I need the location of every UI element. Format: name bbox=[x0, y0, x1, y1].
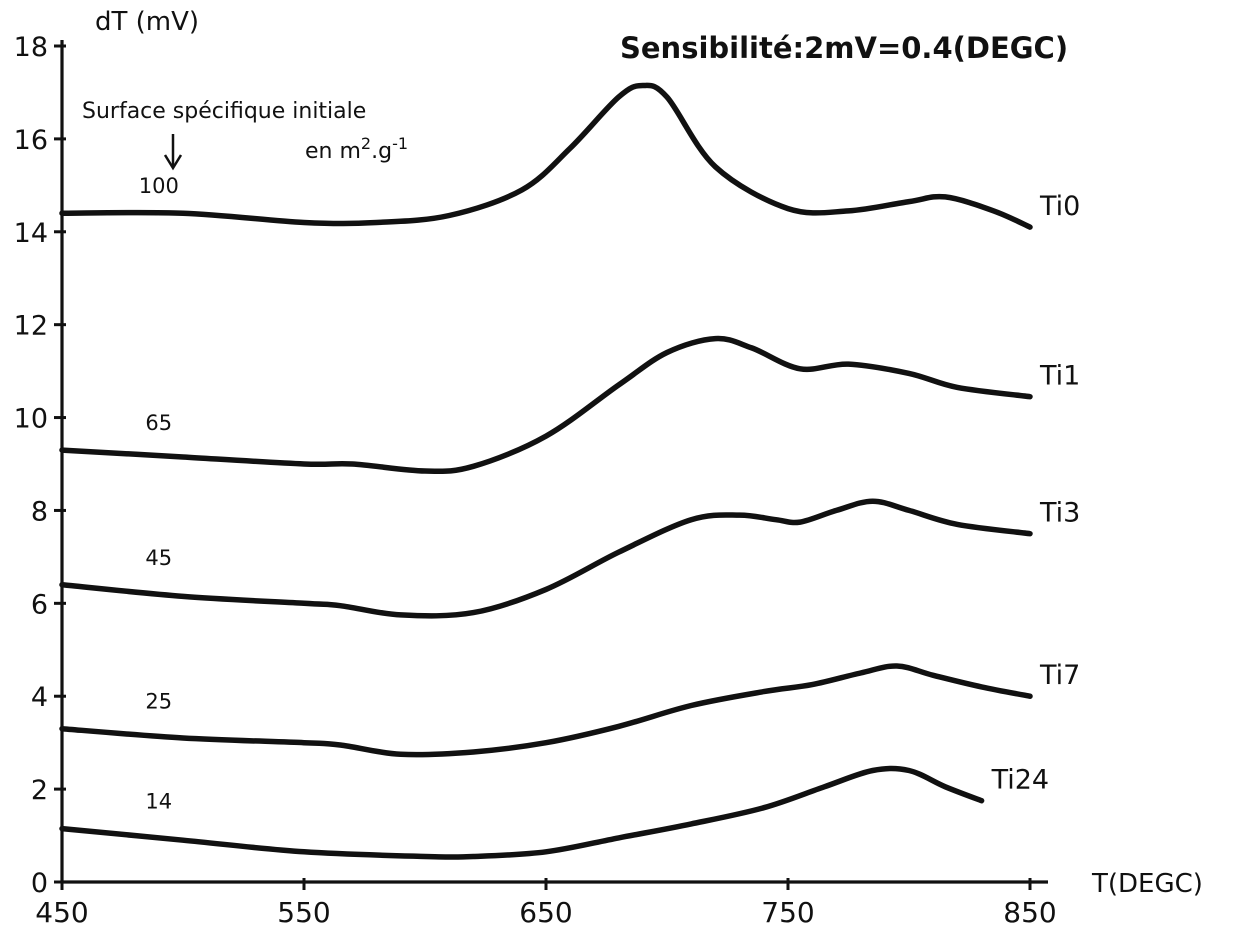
series-line-ti0 bbox=[59, 82, 1033, 230]
x-tick-label: 750 bbox=[761, 896, 814, 929]
y-tick-label: 8 bbox=[31, 496, 48, 527]
y-tick-label: 12 bbox=[14, 311, 48, 342]
series-label-ti1: Ti1 bbox=[1039, 361, 1080, 392]
x-tick-label: 650 bbox=[519, 896, 572, 929]
surface-label-ti0: 100 bbox=[139, 174, 179, 198]
surface-label-ti3: 45 bbox=[145, 546, 172, 570]
surface-label-ti7: 25 bbox=[145, 690, 172, 714]
surface-note-line1: Surface spécifique initiale bbox=[82, 99, 366, 124]
y-tick-label: 0 bbox=[31, 868, 48, 899]
labels: Ti0 100 Ti1 65 Ti3 45 Ti7 25 Ti24 14 bbox=[139, 174, 1081, 813]
surface-label-ti1: 65 bbox=[145, 411, 172, 435]
sensitivity-annotation: Sensibilité:2mV=0.4(DEGC) bbox=[620, 31, 1068, 65]
y-tick-label: 16 bbox=[14, 125, 48, 156]
series-label-ti24: Ti24 bbox=[991, 765, 1050, 796]
y-tick-label: 14 bbox=[14, 218, 48, 249]
down-arrow-icon bbox=[163, 134, 183, 171]
surface-note-prefix: en m bbox=[305, 139, 361, 164]
series-label-ti7: Ti7 bbox=[1039, 660, 1080, 691]
y-tick-label: 18 bbox=[14, 32, 48, 63]
axes: 0 2 4 6 8 10 12 14 16 18 450 550 650 750 850 bbox=[14, 32, 1057, 929]
series-line-ti7 bbox=[59, 663, 1033, 758]
y-tick-label: 6 bbox=[31, 589, 48, 620]
x-axis-title: T(DEGC) bbox=[1091, 869, 1203, 899]
surface-note-exp2: -1 bbox=[392, 134, 408, 153]
series-line-ti24 bbox=[59, 765, 985, 860]
y-tick-label: 2 bbox=[31, 775, 48, 806]
surface-note-exp1: 2 bbox=[361, 134, 371, 153]
y-axis-title: dT (mV) bbox=[95, 7, 199, 37]
series-line-ti3 bbox=[59, 498, 1033, 619]
x-tick-label: 450 bbox=[35, 896, 88, 929]
surface-note-mid: .g bbox=[371, 139, 392, 164]
curves bbox=[59, 82, 1033, 860]
x-tick-label: 850 bbox=[1003, 896, 1056, 929]
series-label-ti0: Ti0 bbox=[1039, 191, 1080, 222]
x-tick-label: 550 bbox=[277, 896, 330, 929]
surface-note-line2: en m2.g-1 bbox=[305, 134, 408, 164]
series-label-ti3: Ti3 bbox=[1039, 498, 1080, 529]
y-tick-label: 4 bbox=[31, 682, 48, 713]
surface-label-ti24: 14 bbox=[145, 790, 172, 814]
series-line-ti1 bbox=[59, 335, 1033, 474]
y-tick-label: 10 bbox=[14, 404, 48, 435]
